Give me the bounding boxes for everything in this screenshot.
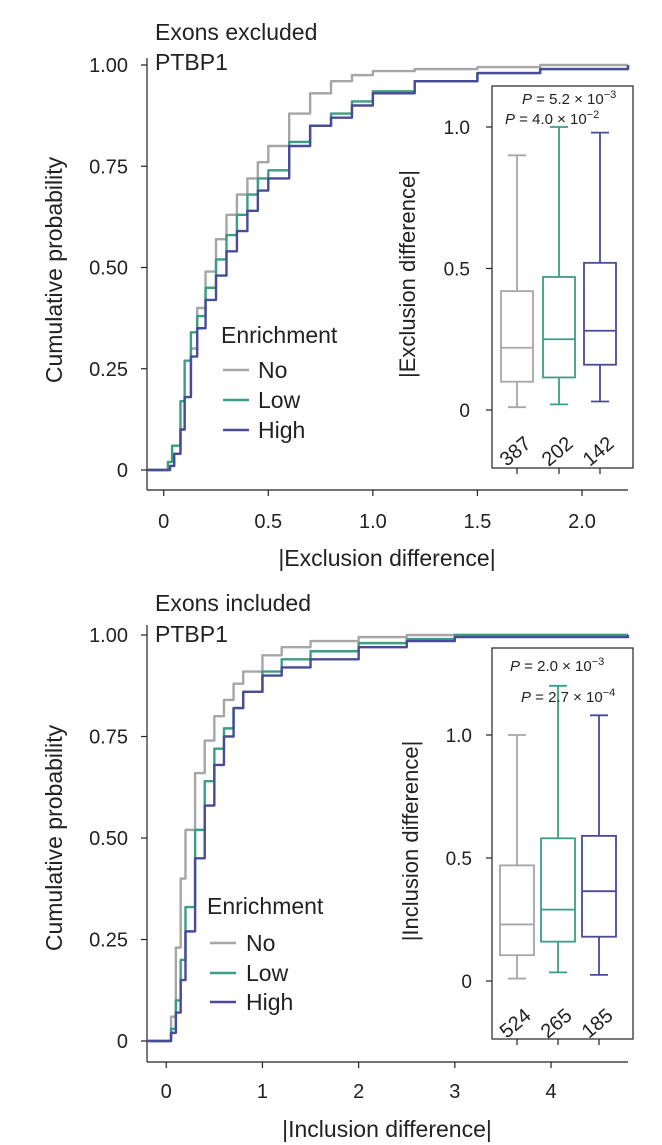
- box-iqr: [583, 261, 617, 366]
- y-axis-title: Cumulative probability: [41, 724, 67, 951]
- inset-y-tick-label: 1.0: [444, 118, 470, 139]
- pvalue-1: P = 2.0 × 10−3: [510, 656, 604, 675]
- inset-y-tick-label: 0: [461, 972, 472, 993]
- y-tick-label: 0.75: [89, 727, 128, 749]
- inset-y-ticks: 0 0.5 1.0: [444, 118, 492, 422]
- legend-label-low: Low: [246, 960, 289, 986]
- pvalue-2-exponent: −2: [587, 109, 600, 121]
- x-axis-title: |Exclusion difference|: [278, 545, 495, 571]
- legend-title: Enrichment: [207, 893, 324, 919]
- legend-label-low: Low: [258, 387, 301, 413]
- legend-label-no: No: [258, 357, 287, 383]
- x-tick-label: 2: [353, 1081, 364, 1103]
- pvalue-1-symbol: P: [510, 658, 520, 675]
- y-tick-label: 1.00: [89, 625, 128, 647]
- pvalue-1-exponent: −3: [592, 656, 605, 668]
- y-tick-label: 0.25: [89, 359, 128, 381]
- box-iqr: [499, 864, 535, 957]
- pvalue-2: P = 4.0 × 10−2: [505, 109, 599, 128]
- box-low: 202: [538, 126, 577, 474]
- pvalue-2-symbol: P: [505, 111, 515, 128]
- inset-boxplot: 00.51.0 387 202 142 |Exclusion difference|…: [395, 85, 634, 474]
- pvalue-2: P = 2.7 × 10−4: [521, 687, 615, 706]
- box-iqr: [500, 290, 534, 383]
- panel-subtitle: PTBP1: [155, 621, 228, 647]
- inset-y-axis-title: |Inclusion difference|: [398, 741, 423, 942]
- box-high: 185: [578, 714, 617, 1045]
- y-axis-title: Cumulative probability: [41, 156, 67, 383]
- legend-label-high: High: [246, 989, 293, 1015]
- legend: Enrichment No Low High: [207, 893, 324, 1015]
- legend-label-high: High: [258, 417, 305, 443]
- x-tick-label: 0: [161, 1081, 172, 1103]
- inset-y-axis-title: |Exclusion difference|: [395, 170, 420, 378]
- x-tick-label: 1.5: [464, 511, 492, 533]
- x-tick-label: 0.5: [254, 511, 282, 533]
- pvalue-1: P = 5.2 × 10−3: [522, 89, 616, 108]
- x-ticks: 0 1 2 3 4: [161, 1062, 557, 1103]
- panel-title: Exons included: [155, 590, 311, 616]
- cdf-lines: [147, 633, 630, 1043]
- y-ticks: 0 0.25 0.50 0.75 1.00: [89, 625, 147, 1053]
- chart-panel-excluded: Exons excluded PTBP1 00.250.500.751.00 0…: [41, 19, 634, 571]
- panel-title: Exons excluded: [155, 19, 317, 45]
- box-iqr: [540, 837, 576, 943]
- pvalue-1-symbol: P: [522, 91, 532, 108]
- cdf-line-high: [147, 65, 630, 472]
- box-iqr: [542, 276, 576, 379]
- x-ticks: 0 0.5 1.0 1.5 2.0: [158, 490, 596, 533]
- y-ticks: 0 0.25 0.50 0.75 1.00: [89, 55, 147, 482]
- cdf-line-low: [147, 65, 630, 472]
- inset-y-tick-label: 0.5: [444, 260, 470, 281]
- x-tick-label: 4: [545, 1081, 556, 1103]
- pvalue-1-text: = 5.2 × 10: [532, 91, 604, 108]
- x-tick-label: 1.0: [359, 511, 387, 533]
- pvalue-2-exponent: −4: [603, 687, 616, 699]
- x-tick-label: 1: [257, 1081, 268, 1103]
- legend-title: Enrichment: [221, 322, 338, 348]
- y-tick-label: 0.75: [89, 156, 128, 178]
- legend-label-no: No: [246, 930, 275, 956]
- y-tick-label: 0: [117, 1031, 128, 1053]
- inset-y-tick-label: 0.5: [446, 849, 472, 870]
- y-tick-label: 0.50: [89, 828, 128, 850]
- panel-subtitle: PTBP1: [155, 49, 228, 75]
- pvalue-1-text: = 2.0 × 10: [520, 658, 592, 675]
- x-tick-label: 0: [158, 511, 169, 533]
- x-tick-label: 2.0: [568, 511, 596, 533]
- x-axis-title: |Inclusion difference|: [282, 1116, 492, 1142]
- y-tick-label: 0.25: [89, 930, 128, 952]
- pvalue-2-text: = 4.0 × 10: [515, 111, 587, 128]
- cdf-lines: [147, 63, 630, 472]
- inset-boxplot: 00.51.0 524 265 185 |Inclusion difference|…: [398, 647, 634, 1045]
- y-tick-label: 1.00: [89, 55, 128, 77]
- pvalue-2-text: = 2.7 × 10: [531, 689, 603, 706]
- y-tick-label: 0: [117, 460, 128, 482]
- y-tick-label: 0.50: [89, 258, 128, 280]
- cdf-line-no: [147, 633, 628, 1043]
- legend: Enrichment No Low High: [221, 322, 338, 443]
- inset-y-ticks: 0 0.5 1.0: [446, 726, 492, 993]
- cdf-line-high: [147, 635, 630, 1043]
- x-tick-label: 3: [449, 1081, 460, 1103]
- box-iqr: [581, 834, 617, 938]
- chart-panel-included: Exons included PTBP1 00.250.500.751.00 0…: [41, 590, 634, 1142]
- inset-y-tick-label: 1.0: [446, 726, 472, 747]
- pvalue-2-symbol: P: [521, 689, 531, 706]
- inset-y-tick-label: 0: [459, 401, 470, 422]
- pvalue-1-exponent: −3: [604, 89, 617, 101]
